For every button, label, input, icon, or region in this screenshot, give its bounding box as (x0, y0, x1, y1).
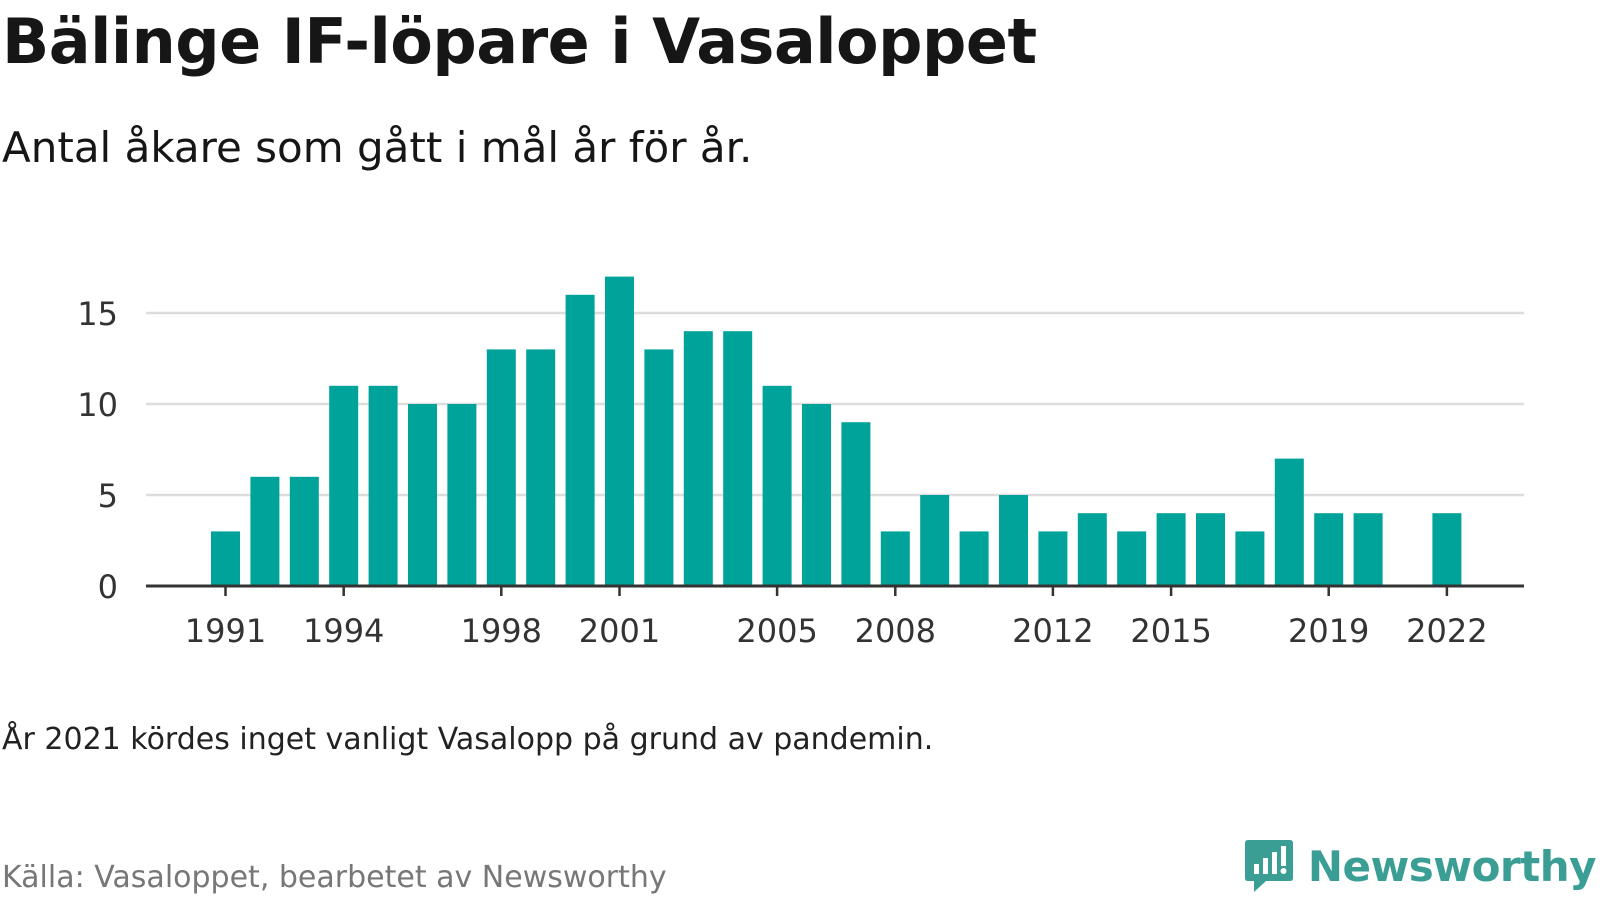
bar-1993 (289, 476, 319, 586)
y-tick-label: 10 (77, 386, 118, 424)
newsworthy-brand: Newsworthy (1244, 838, 1597, 894)
bar-2022 (1432, 513, 1462, 586)
bar-2007 (841, 422, 871, 586)
bar-2015 (1156, 513, 1186, 586)
chart-note: År 2021 kördes inget vanligt Vasalopp på… (2, 722, 934, 757)
x-tick-label: 2012 (1012, 612, 1093, 650)
axes: 0 5 10 15 1991 1994 1998 2001 2005 2008 2012 2015 20… (77, 295, 1524, 650)
bars (211, 276, 1462, 586)
bar-2018 (1274, 458, 1304, 586)
bar-2019 (1314, 513, 1344, 586)
bar-2006 (802, 404, 831, 586)
bar-2004 (723, 331, 753, 586)
bar-2013 (1077, 513, 1107, 586)
bar-2011 (999, 495, 1028, 586)
x-tick-label: 2001 (579, 612, 660, 650)
y-tick-label: 0 (98, 568, 118, 606)
bar-1996 (408, 404, 437, 586)
bar-2010 (959, 531, 989, 586)
bar-1994 (329, 385, 359, 586)
bar-2001 (605, 276, 634, 586)
x-tick-label: 2008 (855, 612, 936, 650)
x-tick-label: 1994 (303, 612, 384, 650)
bar-1995 (368, 385, 398, 586)
bar-2020 (1353, 513, 1383, 586)
x-tick-label: 1991 (185, 612, 266, 650)
bar-2009 (920, 495, 950, 586)
y-tick-label: 5 (98, 477, 118, 515)
bar-2017 (1235, 531, 1265, 586)
x-tick-label: 2005 (736, 612, 817, 650)
bar-1999 (526, 349, 556, 586)
bar-2008 (880, 531, 910, 586)
bar-2005 (762, 385, 792, 586)
bar-1997 (447, 404, 477, 586)
bar-chart: 0 5 10 15 1991 1994 1998 2001 2005 2008 2012 2015 20… (77, 276, 1524, 650)
bar-2012 (1038, 531, 1068, 586)
bar-2002 (644, 349, 674, 586)
x-tick-label: 2022 (1406, 612, 1487, 650)
y-tick-label: 15 (77, 295, 118, 333)
bar-2016 (1196, 513, 1225, 586)
bar-2000 (565, 294, 595, 586)
chart-title: Bälinge IF-löpare i Vasaloppet (2, 5, 1037, 78)
bar-1998 (486, 349, 516, 586)
bar-2014 (1117, 531, 1147, 586)
x-tick-label: 1998 (461, 612, 542, 650)
brand-name: Newsworthy (1307, 841, 1597, 891)
chart-subtitle: Antal åkare som gått i mål år för år. (2, 123, 753, 172)
x-tick-label: 2019 (1288, 612, 1369, 650)
newsworthy-logo-icon (1244, 840, 1293, 892)
bar-1991 (211, 531, 240, 586)
source-text: Källa: Vasaloppet, bearbetet av Newswort… (2, 860, 667, 895)
x-tick-label: 2015 (1130, 612, 1211, 650)
bar-1992 (250, 476, 280, 586)
bar-2003 (683, 331, 713, 586)
